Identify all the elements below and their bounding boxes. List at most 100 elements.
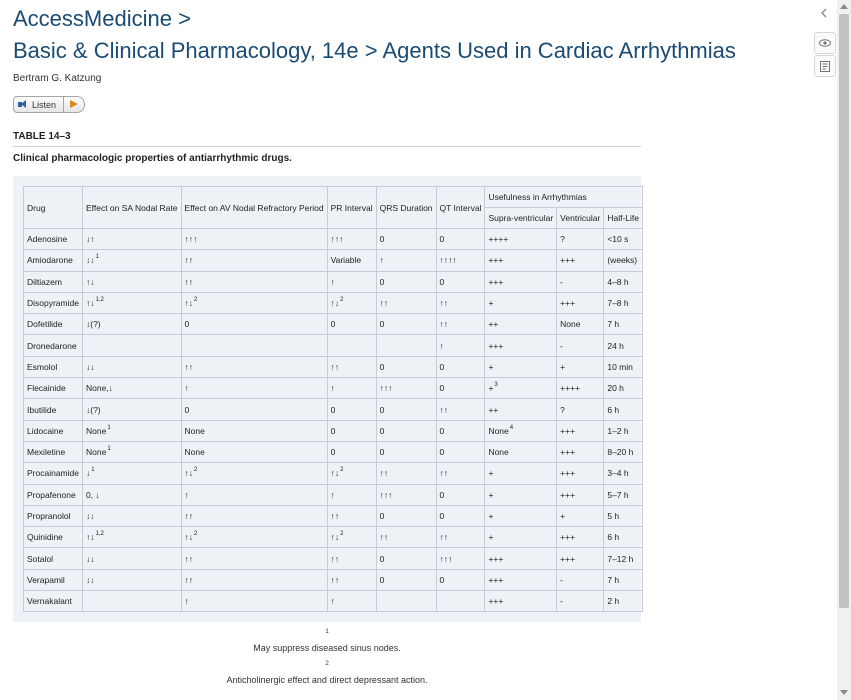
cell-value: Amiodarone <box>27 255 73 266</box>
cell-ventricular: None <box>556 313 605 336</box>
cell-sa-nodal-rate: ↑↓1,2 <box>81 291 182 315</box>
breadcrumb-chapter[interactable]: Basic & Clinical Pharmacology, 14e > Age… <box>13 38 736 63</box>
cell-pr-interval: ↑↑ <box>326 504 377 528</box>
cell-pr-interval: ↑↑ <box>326 355 377 379</box>
cell-half-life: 6 h <box>603 398 643 421</box>
cell-value: None <box>488 425 509 436</box>
scroll-up-icon[interactable] <box>840 4 848 9</box>
cell-value: ↓↓ <box>85 511 95 521</box>
cell-half-life: 3–4 h <box>603 462 643 485</box>
breadcrumb-root[interactable]: AccessMedicine > <box>13 6 191 31</box>
cell-supraventricular: ++ <box>484 398 558 421</box>
cell-value: + <box>488 532 494 543</box>
footnote-ref[interactable]: 1 <box>91 467 95 474</box>
cell-value: 0 <box>379 361 385 372</box>
cell-value: ↑ <box>184 596 189 607</box>
cell-value: 0, ↓ <box>85 489 100 500</box>
cell-supraventricular: +++ <box>484 590 558 613</box>
cell-value: 0 <box>379 511 385 521</box>
cell-value: Sotalol <box>27 553 53 564</box>
cell-sa-nodal-rate: ↓↑ <box>81 227 182 251</box>
cell-ventricular: +++ <box>556 462 605 485</box>
footnote-ref[interactable]: 1 <box>95 254 99 261</box>
cell-sa-nodal-rate: ↑↓1,2 <box>81 526 182 549</box>
footnote-mark: 1 <box>325 628 329 635</box>
cell-value: + <box>488 298 494 309</box>
cell-value: Variable <box>330 255 362 266</box>
header-av-nodal: Effect on AV Nodal Refractory Period <box>180 186 328 229</box>
footnote-ref[interactable]: 2 <box>340 531 344 538</box>
divider <box>13 146 641 147</box>
eye-icon[interactable] <box>814 32 836 54</box>
cell-supraventricular: None <box>484 440 558 464</box>
cell-value: ↑↓ <box>85 276 95 287</box>
cell-av-nodal: ↑↓2 <box>180 526 328 549</box>
chevron-left-icon[interactable] <box>814 3 834 23</box>
cell-value: ↑ <box>330 276 335 287</box>
cell-sa-nodal-rate <box>81 590 182 613</box>
footnote-ref[interactable]: 1,2 <box>95 531 104 538</box>
footnote-text: May suppress diseased sinus nodes. <box>253 643 401 653</box>
footnote-ref[interactable]: 3 <box>494 382 498 389</box>
cell-qt-interval: 0 <box>435 227 486 251</box>
cell-half-life: 7 h <box>603 313 643 336</box>
cell-supraventricular: +++ <box>484 568 558 592</box>
table-row: Diltiazem ↑↓ ↑↑ ↑ 0 0 +++ -4–8 h <box>23 270 643 293</box>
cell-sa-nodal-rate: ↓↓ <box>81 355 182 379</box>
cell-value: Propranolol <box>27 511 71 521</box>
play-icon[interactable] <box>63 96 85 113</box>
cell-value: 0 <box>379 276 385 287</box>
cell-value: ↑↑↑↑ <box>439 255 457 266</box>
cell-pr-interval: 0 <box>326 398 377 421</box>
cell-av-nodal: 0 <box>180 313 328 336</box>
cell-value: 20 h <box>607 383 624 394</box>
footnote-ref[interactable]: 2 <box>194 297 198 304</box>
cell-qt-interval: ↑ <box>435 334 486 357</box>
cell-pr-interval: ↑↑ <box>326 547 377 570</box>
cell-ventricular: +++ <box>556 291 605 315</box>
cell-ventricular: - <box>556 270 605 293</box>
footnote-ref[interactable]: 1 <box>107 424 111 431</box>
cell-value: ↑↑ <box>379 298 389 309</box>
cell-value: ↑↓ <box>184 298 194 309</box>
footnote-ref[interactable]: 2 <box>194 467 198 474</box>
footnote-ref[interactable]: 2 <box>340 297 344 304</box>
cell-qrs-duration: ↑↑↑ <box>375 377 437 400</box>
cell-value: ↓(?) <box>85 319 101 330</box>
scroll-down-icon[interactable] <box>840 690 848 695</box>
cell-value: ↑↑ <box>184 553 194 564</box>
cell-ventricular: +++ <box>556 440 605 464</box>
footnote-ref[interactable]: 1,2 <box>95 297 104 304</box>
article-content: AccessMedicine > Basic & Clinical Pharma… <box>13 0 813 700</box>
cell-value: ↓↓ <box>85 574 95 585</box>
footnote-ref[interactable]: 1 <box>107 446 111 453</box>
cell-half-life: 7–8 h <box>603 291 643 315</box>
cell-value: 2 h <box>607 596 620 607</box>
speaker-icon <box>18 100 27 109</box>
table-row: Verapamil ↓↓ ↑↑ ↑↑ 0 0 +++ - 7 h <box>23 568 643 592</box>
footnote-ref[interactable]: 2 <box>194 531 198 538</box>
cell-av-nodal: ↑↑ <box>180 504 328 528</box>
cell-value: ↑ <box>330 489 335 500</box>
cell-value: Adenosine <box>27 234 68 245</box>
cell-supraventricular: +++ <box>484 547 558 570</box>
footnote-ref[interactable]: 4 <box>509 424 514 431</box>
cell-drug: Flecainide <box>23 377 83 400</box>
cell-qt-interval: 0 <box>435 440 486 464</box>
notes-icon[interactable] <box>814 55 836 77</box>
cell-value: 10 min <box>607 361 633 372</box>
cell-value: - <box>560 276 564 287</box>
cell-value: ↑↑↑ <box>330 234 344 245</box>
cell-pr-interval: ↑ <box>326 270 377 293</box>
scrollbar[interactable] <box>837 0 851 700</box>
cell-drug: Verapamil <box>23 568 83 592</box>
footnote-ref[interactable]: 2 <box>340 467 344 474</box>
cell-value: 5 h <box>607 511 620 521</box>
cell-value: ↑ <box>439 340 444 351</box>
cell-value: +++ <box>560 447 576 458</box>
scroll-thumb[interactable] <box>839 14 849 608</box>
cell-value: + <box>488 383 494 394</box>
cell-half-life: 24 h <box>603 334 643 357</box>
cell-av-nodal: ↑↑↑ <box>180 227 328 251</box>
cell-value: +++ <box>560 298 576 309</box>
